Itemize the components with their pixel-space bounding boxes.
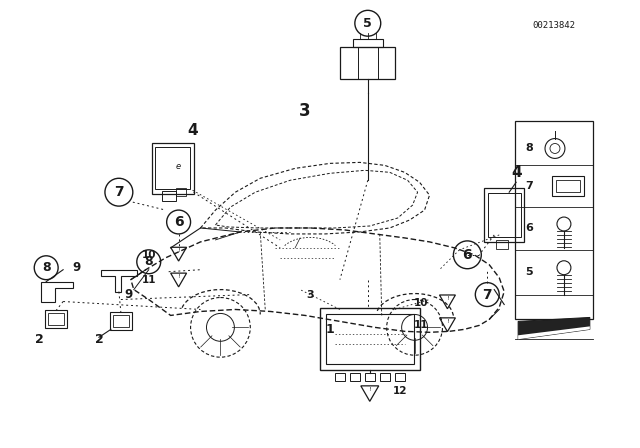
Text: 6: 6 — [174, 215, 184, 229]
Text: 1: 1 — [326, 323, 334, 336]
Bar — [152, 142, 193, 194]
Bar — [156, 147, 190, 189]
Text: 7: 7 — [114, 185, 124, 199]
Bar — [320, 309, 420, 370]
Bar — [113, 315, 129, 327]
Text: 12: 12 — [392, 386, 407, 396]
Text: 8: 8 — [525, 143, 533, 154]
Text: 10: 10 — [141, 250, 156, 260]
Text: 5: 5 — [364, 17, 372, 30]
Text: 4: 4 — [188, 123, 198, 138]
Text: 2: 2 — [95, 333, 103, 346]
Text: 00213842: 00213842 — [532, 21, 575, 30]
Bar — [350, 373, 360, 381]
Text: e: e — [176, 162, 181, 171]
Text: 8: 8 — [42, 261, 51, 274]
Bar — [556, 180, 580, 192]
Bar — [340, 47, 395, 79]
Text: !: ! — [446, 296, 449, 301]
Text: 10: 10 — [414, 297, 429, 307]
Bar — [515, 121, 593, 319]
Bar — [335, 373, 345, 381]
Bar — [484, 188, 524, 242]
Bar — [488, 193, 520, 237]
Bar — [162, 191, 175, 201]
Bar — [45, 310, 67, 328]
Text: !: ! — [446, 319, 449, 324]
Bar — [48, 314, 64, 325]
Polygon shape — [518, 318, 590, 339]
Text: 9: 9 — [72, 261, 80, 274]
Bar — [353, 39, 383, 47]
Text: 8: 8 — [145, 255, 153, 268]
Bar — [552, 177, 584, 196]
Text: 11: 11 — [414, 320, 429, 330]
Bar — [496, 241, 508, 250]
Bar — [110, 312, 132, 330]
Text: 6: 6 — [525, 223, 533, 233]
Text: 2: 2 — [35, 333, 44, 346]
Text: 7: 7 — [525, 181, 533, 191]
Text: 7: 7 — [483, 288, 492, 302]
Bar — [175, 188, 186, 196]
Text: !: ! — [177, 274, 180, 279]
Text: 3: 3 — [306, 289, 314, 300]
Text: 5: 5 — [525, 267, 533, 277]
Text: 4: 4 — [511, 165, 522, 180]
Text: 3: 3 — [300, 102, 311, 120]
Bar — [395, 373, 404, 381]
Bar — [326, 314, 413, 364]
Text: !: ! — [369, 388, 371, 392]
Text: !: ! — [177, 248, 180, 253]
Text: 6: 6 — [463, 248, 472, 262]
Text: 9: 9 — [125, 288, 133, 301]
Bar — [380, 373, 390, 381]
Bar — [365, 373, 375, 381]
Polygon shape — [518, 326, 590, 339]
Text: 11: 11 — [141, 275, 156, 284]
